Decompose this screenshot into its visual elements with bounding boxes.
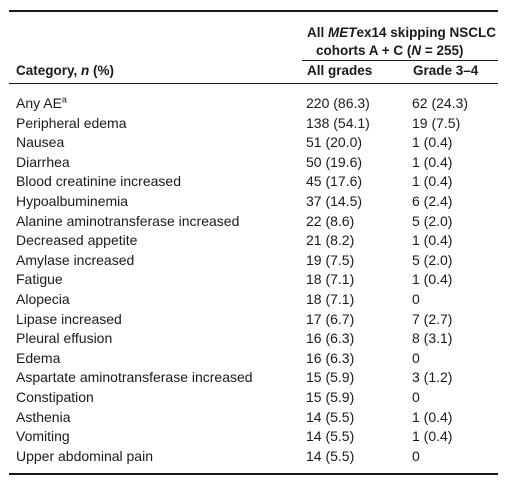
table-row: Vomiting 14 (5.5) 1 (0.4) xyxy=(0,427,506,447)
all-grades-cell: 21 (8.2) xyxy=(306,232,355,249)
category-cell: Peripheral edema xyxy=(16,114,127,131)
category-cell: Any AEa xyxy=(16,94,67,111)
category-cell: Diarrhea xyxy=(16,153,70,170)
table-row: Fatigue 18 (7.1) 1 (0.4) xyxy=(0,270,506,290)
table-row: Peripheral edema 138 (54.1) 19 (7.5) xyxy=(0,114,506,134)
table-row: Edema 16 (6.3) 0 xyxy=(0,349,506,369)
grade34-cell: 1 (0.4) xyxy=(412,428,453,445)
category-cell: Alanine aminotransferase increased xyxy=(16,212,240,229)
all-grades-cell: 51 (20.0) xyxy=(306,134,363,151)
all-grades-cell: 14 (5.5) xyxy=(306,408,355,425)
grade34-cell: 0 xyxy=(412,388,420,405)
grade34-cell: 19 (7.5) xyxy=(412,114,461,131)
all-grades-cell: 18 (7.1) xyxy=(306,290,355,307)
grade34-cell: 1 (0.4) xyxy=(412,173,453,190)
all-grades-cell: 18 (7.1) xyxy=(306,271,355,288)
category-cell: Alopecia xyxy=(16,290,70,307)
category-cell: Fatigue xyxy=(16,271,63,288)
category-cell: Decreased appetite xyxy=(16,232,138,249)
all-grades-cell: 16 (6.3) xyxy=(306,349,355,366)
table-row: Nausea 51 (20.0) 1 (0.4) xyxy=(0,133,506,153)
table-row: Any AEa 220 (86.3) 62 (24.3) xyxy=(0,94,506,114)
group-header-line1: All METex14 skipping NSCLC xyxy=(307,25,497,40)
all-grades-cell: 37 (14.5) xyxy=(306,192,363,209)
category-column-header: Category, n (%) xyxy=(16,63,115,78)
grade34-cell: 6 (2.4) xyxy=(412,192,453,209)
all-grades-cell: 138 (54.1) xyxy=(306,114,370,131)
all-grades-cell: 17 (6.7) xyxy=(306,310,355,327)
table-row: Upper abdominal pain 14 (5.5) 0 xyxy=(0,447,506,467)
grade34-cell: 0 xyxy=(412,349,420,366)
table-row: Pleural effusion 16 (6.3) 8 (3.1) xyxy=(0,329,506,349)
category-cell: Upper abdominal pain xyxy=(16,447,153,464)
grade34-cell: 1 (0.4) xyxy=(412,134,453,151)
grade34-cell: 5 (2.0) xyxy=(412,251,453,268)
table-row: Amylase increased 19 (7.5) 5 (2.0) xyxy=(0,251,506,271)
grade34-cell: 62 (24.3) xyxy=(412,95,469,111)
category-cell: Blood creatinine increased xyxy=(16,173,181,190)
table-row: Alanine aminotransferase increased 22 (8.… xyxy=(0,212,506,232)
grade34-cell: 7 (2.7) xyxy=(412,310,453,327)
all-grades-cell: 14 (5.5) xyxy=(306,428,355,445)
grade34-cell: 1 (0.4) xyxy=(412,232,453,249)
table-row: Constipation 15 (5.9) 0 xyxy=(0,388,506,408)
table-row: Asthenia 14 (5.5) 1 (0.4) xyxy=(0,408,506,428)
table-row: Alopecia 18 (7.1) 0 xyxy=(0,290,506,310)
all-grades-cell: 45 (17.6) xyxy=(306,173,363,190)
all-grades-cell: 15 (5.9) xyxy=(306,388,355,405)
category-cell: Nausea xyxy=(16,134,65,151)
all-grades-cell: 19 (7.5) xyxy=(306,251,355,268)
category-cell: Hypoalbuminemia xyxy=(16,192,129,209)
header-rule xyxy=(9,83,498,84)
grade34-cell: 3 (1.2) xyxy=(412,369,453,386)
all-grades-cell: 220 (86.3) xyxy=(306,95,370,111)
table-row: Blood creatinine increased 45 (17.6) 1 (0.… xyxy=(0,172,506,192)
all-grades-cell: 15 (5.9) xyxy=(306,369,355,386)
all-grades-cell: 14 (5.5) xyxy=(306,447,355,464)
grade34-column-header: Grade 3–4 xyxy=(413,63,479,78)
all-grades-cell: 16 (6.3) xyxy=(306,330,355,347)
group-header-underline xyxy=(302,60,498,61)
all-grades-cell: 22 (8.6) xyxy=(306,212,355,229)
table-row: Aspartate aminotransferase increased 15 (… xyxy=(0,368,506,388)
category-cell: Aspartate aminotransferase increased xyxy=(16,369,253,386)
table-top-rule xyxy=(9,10,498,12)
footnote-marker: a xyxy=(61,94,67,105)
all-grades-column-header: All grades xyxy=(307,63,373,78)
table-bottom-rule xyxy=(9,473,498,475)
category-cell: Lipase increased xyxy=(16,310,122,327)
table-body: Any AEa 220 (86.3) 62 (24.3) Peripheral ede… xyxy=(0,94,506,466)
grade34-cell: 5 (2.0) xyxy=(412,212,453,229)
group-header-line2: cohorts A + C (N = 255) xyxy=(316,43,464,58)
grade34-cell: 1 (0.4) xyxy=(412,153,453,170)
table-row: Lipase increased 17 (6.7) 7 (2.7) xyxy=(0,310,506,330)
all-grades-cell: 50 (19.6) xyxy=(306,153,363,170)
category-cell: Edema xyxy=(16,349,61,366)
table-row: Decreased appetite 21 (8.2) 1 (0.4) xyxy=(0,231,506,251)
table-row: Hypoalbuminemia 37 (14.5) 6 (2.4) xyxy=(0,192,506,212)
grade34-cell: 1 (0.4) xyxy=(412,271,453,288)
grade34-cell: 1 (0.4) xyxy=(412,408,453,425)
table-row: Diarrhea 50 (19.6) 1 (0.4) xyxy=(0,153,506,173)
category-cell: Vomiting xyxy=(16,428,70,445)
category-cell: Constipation xyxy=(16,388,94,405)
grade34-cell: 8 (3.1) xyxy=(412,330,453,347)
category-cell: Amylase increased xyxy=(16,251,135,268)
grade34-cell: 0 xyxy=(412,290,420,307)
category-cell: Pleural effusion xyxy=(16,330,113,347)
category-cell: Asthenia xyxy=(16,408,71,425)
grade34-cell: 0 xyxy=(412,447,420,464)
